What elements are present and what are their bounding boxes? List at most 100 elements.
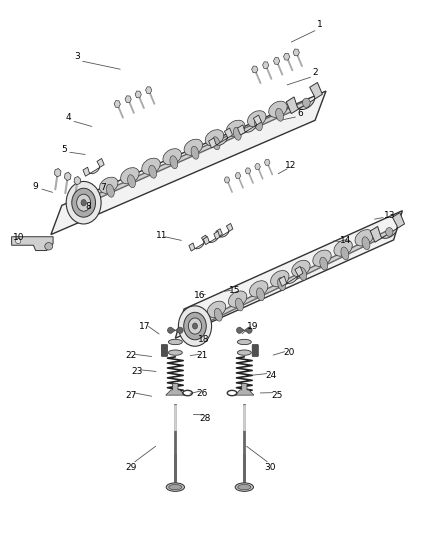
Polygon shape	[237, 115, 261, 135]
Circle shape	[81, 199, 86, 206]
Text: 20: 20	[283, 348, 294, 357]
Text: 2: 2	[312, 68, 318, 77]
Polygon shape	[279, 266, 303, 286]
Ellipse shape	[313, 250, 331, 266]
Text: 1: 1	[317, 20, 322, 29]
Polygon shape	[273, 58, 280, 64]
Text: 19: 19	[247, 321, 259, 330]
Polygon shape	[167, 327, 175, 334]
Ellipse shape	[233, 127, 241, 140]
Polygon shape	[12, 237, 53, 251]
Ellipse shape	[120, 168, 139, 184]
Ellipse shape	[163, 149, 181, 165]
Polygon shape	[83, 158, 104, 176]
Polygon shape	[255, 164, 260, 169]
Ellipse shape	[341, 247, 349, 260]
Text: 22: 22	[125, 351, 136, 360]
Text: 9: 9	[33, 182, 39, 191]
Polygon shape	[208, 128, 233, 148]
Text: 7: 7	[100, 183, 106, 192]
Polygon shape	[135, 91, 141, 98]
Ellipse shape	[257, 288, 265, 301]
Polygon shape	[237, 327, 244, 334]
FancyBboxPatch shape	[252, 345, 258, 357]
Ellipse shape	[254, 118, 262, 131]
Ellipse shape	[362, 237, 370, 249]
Text: 3: 3	[74, 52, 80, 61]
Polygon shape	[214, 223, 233, 239]
Circle shape	[178, 306, 212, 346]
Ellipse shape	[212, 137, 220, 150]
Ellipse shape	[226, 120, 245, 136]
Ellipse shape	[276, 108, 283, 121]
Text: 4: 4	[66, 113, 71, 122]
Ellipse shape	[184, 139, 203, 155]
Ellipse shape	[235, 483, 254, 491]
Polygon shape	[244, 327, 252, 334]
Text: 6: 6	[297, 109, 303, 118]
Text: 30: 30	[265, 463, 276, 472]
Ellipse shape	[45, 243, 53, 250]
Ellipse shape	[170, 156, 178, 169]
Text: 11: 11	[155, 231, 167, 240]
Ellipse shape	[334, 240, 352, 256]
Polygon shape	[370, 213, 405, 242]
Polygon shape	[262, 62, 269, 69]
Ellipse shape	[292, 260, 310, 277]
Polygon shape	[293, 49, 300, 56]
Ellipse shape	[191, 146, 199, 159]
Ellipse shape	[355, 230, 374, 246]
Circle shape	[188, 318, 201, 334]
Polygon shape	[54, 168, 61, 177]
Ellipse shape	[268, 101, 287, 117]
Text: 17: 17	[139, 321, 151, 330]
Ellipse shape	[168, 350, 182, 356]
Circle shape	[77, 194, 91, 211]
Polygon shape	[265, 159, 270, 165]
Text: 24: 24	[265, 371, 276, 380]
Polygon shape	[64, 172, 71, 181]
Polygon shape	[224, 177, 230, 183]
Text: 25: 25	[271, 391, 283, 400]
Ellipse shape	[205, 130, 224, 146]
Polygon shape	[125, 96, 131, 103]
Polygon shape	[175, 327, 183, 334]
Ellipse shape	[127, 175, 135, 188]
Circle shape	[184, 312, 206, 340]
Ellipse shape	[299, 268, 307, 280]
Ellipse shape	[168, 340, 182, 345]
Ellipse shape	[169, 484, 182, 490]
Circle shape	[192, 323, 198, 329]
Ellipse shape	[385, 228, 393, 236]
Ellipse shape	[320, 257, 328, 270]
Text: 27: 27	[125, 391, 137, 400]
Polygon shape	[235, 173, 241, 179]
Ellipse shape	[214, 308, 222, 321]
Ellipse shape	[99, 177, 118, 193]
Text: 23: 23	[131, 367, 143, 376]
Text: 12: 12	[285, 161, 297, 170]
Ellipse shape	[247, 111, 266, 127]
FancyBboxPatch shape	[161, 345, 167, 357]
Polygon shape	[51, 91, 326, 235]
Ellipse shape	[238, 484, 251, 490]
Text: 5: 5	[61, 145, 67, 154]
Text: 14: 14	[340, 237, 351, 246]
Ellipse shape	[15, 238, 21, 244]
Text: 10: 10	[13, 233, 25, 242]
Polygon shape	[245, 168, 251, 174]
Ellipse shape	[237, 350, 251, 356]
Ellipse shape	[106, 184, 114, 197]
Circle shape	[72, 188, 95, 217]
Polygon shape	[189, 235, 208, 251]
Circle shape	[66, 181, 101, 224]
Text: 21: 21	[197, 351, 208, 360]
Text: 15: 15	[229, 286, 240, 295]
Text: 13: 13	[384, 212, 395, 221]
Ellipse shape	[166, 483, 184, 491]
Polygon shape	[175, 211, 403, 338]
Ellipse shape	[142, 158, 160, 174]
Polygon shape	[74, 176, 81, 185]
Text: 16: 16	[194, 291, 205, 300]
Ellipse shape	[236, 298, 244, 311]
